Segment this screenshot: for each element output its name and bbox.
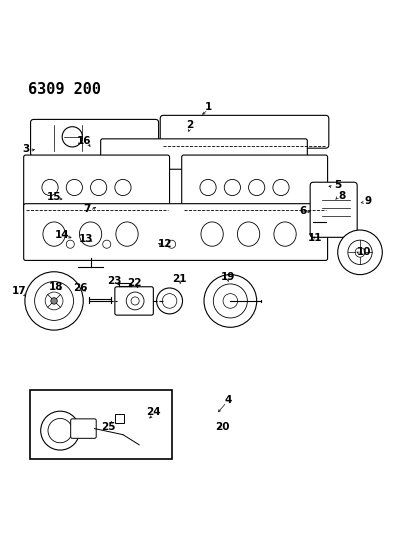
FancyBboxPatch shape xyxy=(160,115,329,148)
Circle shape xyxy=(62,127,82,147)
FancyBboxPatch shape xyxy=(31,119,159,156)
Circle shape xyxy=(200,180,216,196)
FancyBboxPatch shape xyxy=(115,287,153,315)
Text: 10: 10 xyxy=(357,247,371,257)
Circle shape xyxy=(355,247,365,257)
Circle shape xyxy=(66,240,74,248)
Text: 23: 23 xyxy=(108,276,122,286)
Bar xyxy=(115,414,124,423)
Circle shape xyxy=(45,292,63,310)
Circle shape xyxy=(248,180,265,196)
Text: 14: 14 xyxy=(55,230,69,240)
Text: 2: 2 xyxy=(186,120,193,131)
Text: 25: 25 xyxy=(102,422,116,432)
Ellipse shape xyxy=(80,222,102,246)
Text: 26: 26 xyxy=(73,282,88,293)
Text: 19: 19 xyxy=(220,272,235,281)
Text: 6309 200: 6309 200 xyxy=(28,82,101,97)
Ellipse shape xyxy=(201,222,223,246)
Circle shape xyxy=(131,297,139,305)
Text: 3: 3 xyxy=(22,144,29,154)
Bar xyxy=(30,390,172,459)
Circle shape xyxy=(48,418,72,443)
FancyBboxPatch shape xyxy=(310,182,357,237)
Circle shape xyxy=(168,240,175,248)
Text: 5: 5 xyxy=(334,181,341,190)
Circle shape xyxy=(115,180,131,196)
FancyBboxPatch shape xyxy=(71,419,96,438)
Text: 8: 8 xyxy=(338,191,346,200)
Ellipse shape xyxy=(274,222,296,246)
Circle shape xyxy=(66,180,82,196)
FancyBboxPatch shape xyxy=(24,155,170,212)
Text: 24: 24 xyxy=(146,407,161,417)
Text: 16: 16 xyxy=(77,136,92,146)
Text: 1: 1 xyxy=(204,102,212,112)
Text: 12: 12 xyxy=(158,239,173,249)
Circle shape xyxy=(224,180,240,196)
Circle shape xyxy=(42,180,58,196)
Circle shape xyxy=(25,272,83,330)
Circle shape xyxy=(204,274,257,327)
Text: 9: 9 xyxy=(365,196,372,206)
Text: 4: 4 xyxy=(225,395,232,405)
Text: 15: 15 xyxy=(47,192,61,202)
Circle shape xyxy=(35,281,73,320)
FancyBboxPatch shape xyxy=(24,204,328,261)
Ellipse shape xyxy=(43,222,65,246)
Text: 21: 21 xyxy=(173,273,187,284)
Circle shape xyxy=(41,411,80,450)
Ellipse shape xyxy=(237,222,260,246)
Circle shape xyxy=(338,230,382,274)
FancyBboxPatch shape xyxy=(182,155,328,212)
Circle shape xyxy=(157,288,182,314)
Circle shape xyxy=(223,294,237,308)
Text: 13: 13 xyxy=(79,234,94,244)
Text: 20: 20 xyxy=(215,422,229,432)
Circle shape xyxy=(213,284,247,318)
Text: 6: 6 xyxy=(299,206,307,215)
Text: 11: 11 xyxy=(308,233,323,243)
Text: 18: 18 xyxy=(49,282,63,292)
Circle shape xyxy=(91,180,107,196)
FancyBboxPatch shape xyxy=(101,139,307,169)
Text: 17: 17 xyxy=(12,286,27,296)
Text: 22: 22 xyxy=(127,278,142,288)
Circle shape xyxy=(162,294,177,308)
Text: 7: 7 xyxy=(83,204,90,214)
Ellipse shape xyxy=(116,222,138,246)
Circle shape xyxy=(348,240,372,264)
Circle shape xyxy=(273,180,289,196)
Circle shape xyxy=(103,240,111,248)
Circle shape xyxy=(51,298,57,304)
Circle shape xyxy=(126,292,144,310)
